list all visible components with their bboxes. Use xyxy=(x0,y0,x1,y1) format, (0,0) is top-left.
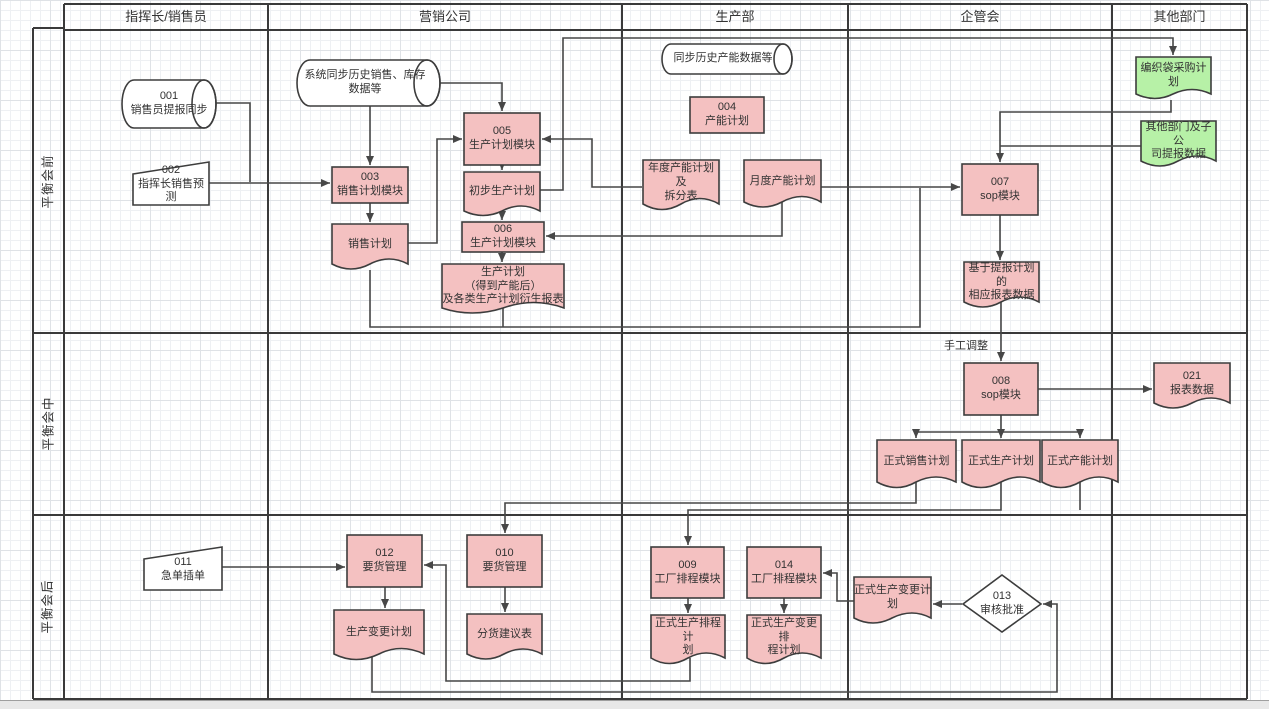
node-report-by-plan-document[interactable] xyxy=(963,261,1040,308)
node-003-process[interactable] xyxy=(331,166,409,204)
node-009-process[interactable] xyxy=(650,546,725,599)
node-005-process[interactable] xyxy=(463,112,541,166)
edge-monthly-to-006[interactable] xyxy=(546,202,783,240)
canvas-bottom-edge xyxy=(0,700,1269,709)
node-012-process[interactable] xyxy=(346,534,423,588)
node-sync-capacity-cylinder[interactable] xyxy=(661,43,793,75)
edge-schedule-to-012[interactable] xyxy=(424,561,691,682)
node-001-cylinder[interactable] xyxy=(121,79,217,129)
node-prod-change-document[interactable] xyxy=(333,609,425,661)
edge-officialsales-to-010[interactable] xyxy=(501,482,917,533)
edge-salesplan-to-005[interactable] xyxy=(408,135,462,244)
node-008-process[interactable] xyxy=(963,362,1039,416)
edge-prelim-to-bagpurchase[interactable] xyxy=(540,37,1177,191)
node-monthly-capacity-document[interactable] xyxy=(743,159,822,208)
node-official-capacity-document[interactable] xyxy=(1041,439,1119,489)
shapes xyxy=(121,43,1231,665)
node-004-process[interactable] xyxy=(689,96,765,134)
edge-annual-to-005[interactable] xyxy=(542,135,642,188)
node-006-process[interactable] xyxy=(461,221,545,253)
edge-001-join[interactable] xyxy=(216,102,251,182)
node-010-process[interactable] xyxy=(466,534,543,588)
edge-changeplan-to-014[interactable] xyxy=(823,569,854,602)
node-007-process[interactable] xyxy=(961,163,1039,216)
node-011-manual-input[interactable] xyxy=(143,546,223,591)
node-official-change-schedule-document[interactable] xyxy=(746,614,822,665)
node-021-document[interactable] xyxy=(1153,362,1231,409)
edge-008-split[interactable] xyxy=(916,415,1080,433)
node-sales-plan-document[interactable] xyxy=(331,223,409,270)
node-prelim-prod-document[interactable] xyxy=(463,171,541,217)
node-bag-purchase-document[interactable] xyxy=(1135,56,1212,100)
node-014-process[interactable] xyxy=(746,546,822,599)
node-official-sales-document[interactable] xyxy=(876,439,957,489)
edge-syncsales-to-005[interactable] xyxy=(440,82,506,111)
node-distribution-advice-document[interactable] xyxy=(466,613,543,660)
node-sync-sales-cylinder[interactable] xyxy=(296,59,441,107)
node-other-dept-data-document[interactable] xyxy=(1140,120,1217,167)
swimlane-frame xyxy=(32,3,1248,700)
node-prod-plan-document[interactable] xyxy=(441,263,565,314)
edge-salesplan-to-007-join[interactable] xyxy=(369,188,921,328)
node-annual-capacity-document[interactable] xyxy=(642,159,720,211)
edge-officialprod-to-009[interactable] xyxy=(684,482,1002,545)
node-official-schedule-document[interactable] xyxy=(650,614,726,665)
edge-bagpurchase-to-007[interactable] xyxy=(996,100,1172,162)
node-002-manual-input[interactable] xyxy=(132,161,210,206)
node-013-decision[interactable] xyxy=(961,574,1043,633)
node-official-change-plan-document[interactable] xyxy=(853,576,932,624)
connectors xyxy=(209,37,1177,693)
edge-prodchange-to-013[interactable] xyxy=(371,600,1058,693)
node-official-prod-document[interactable] xyxy=(961,439,1041,489)
